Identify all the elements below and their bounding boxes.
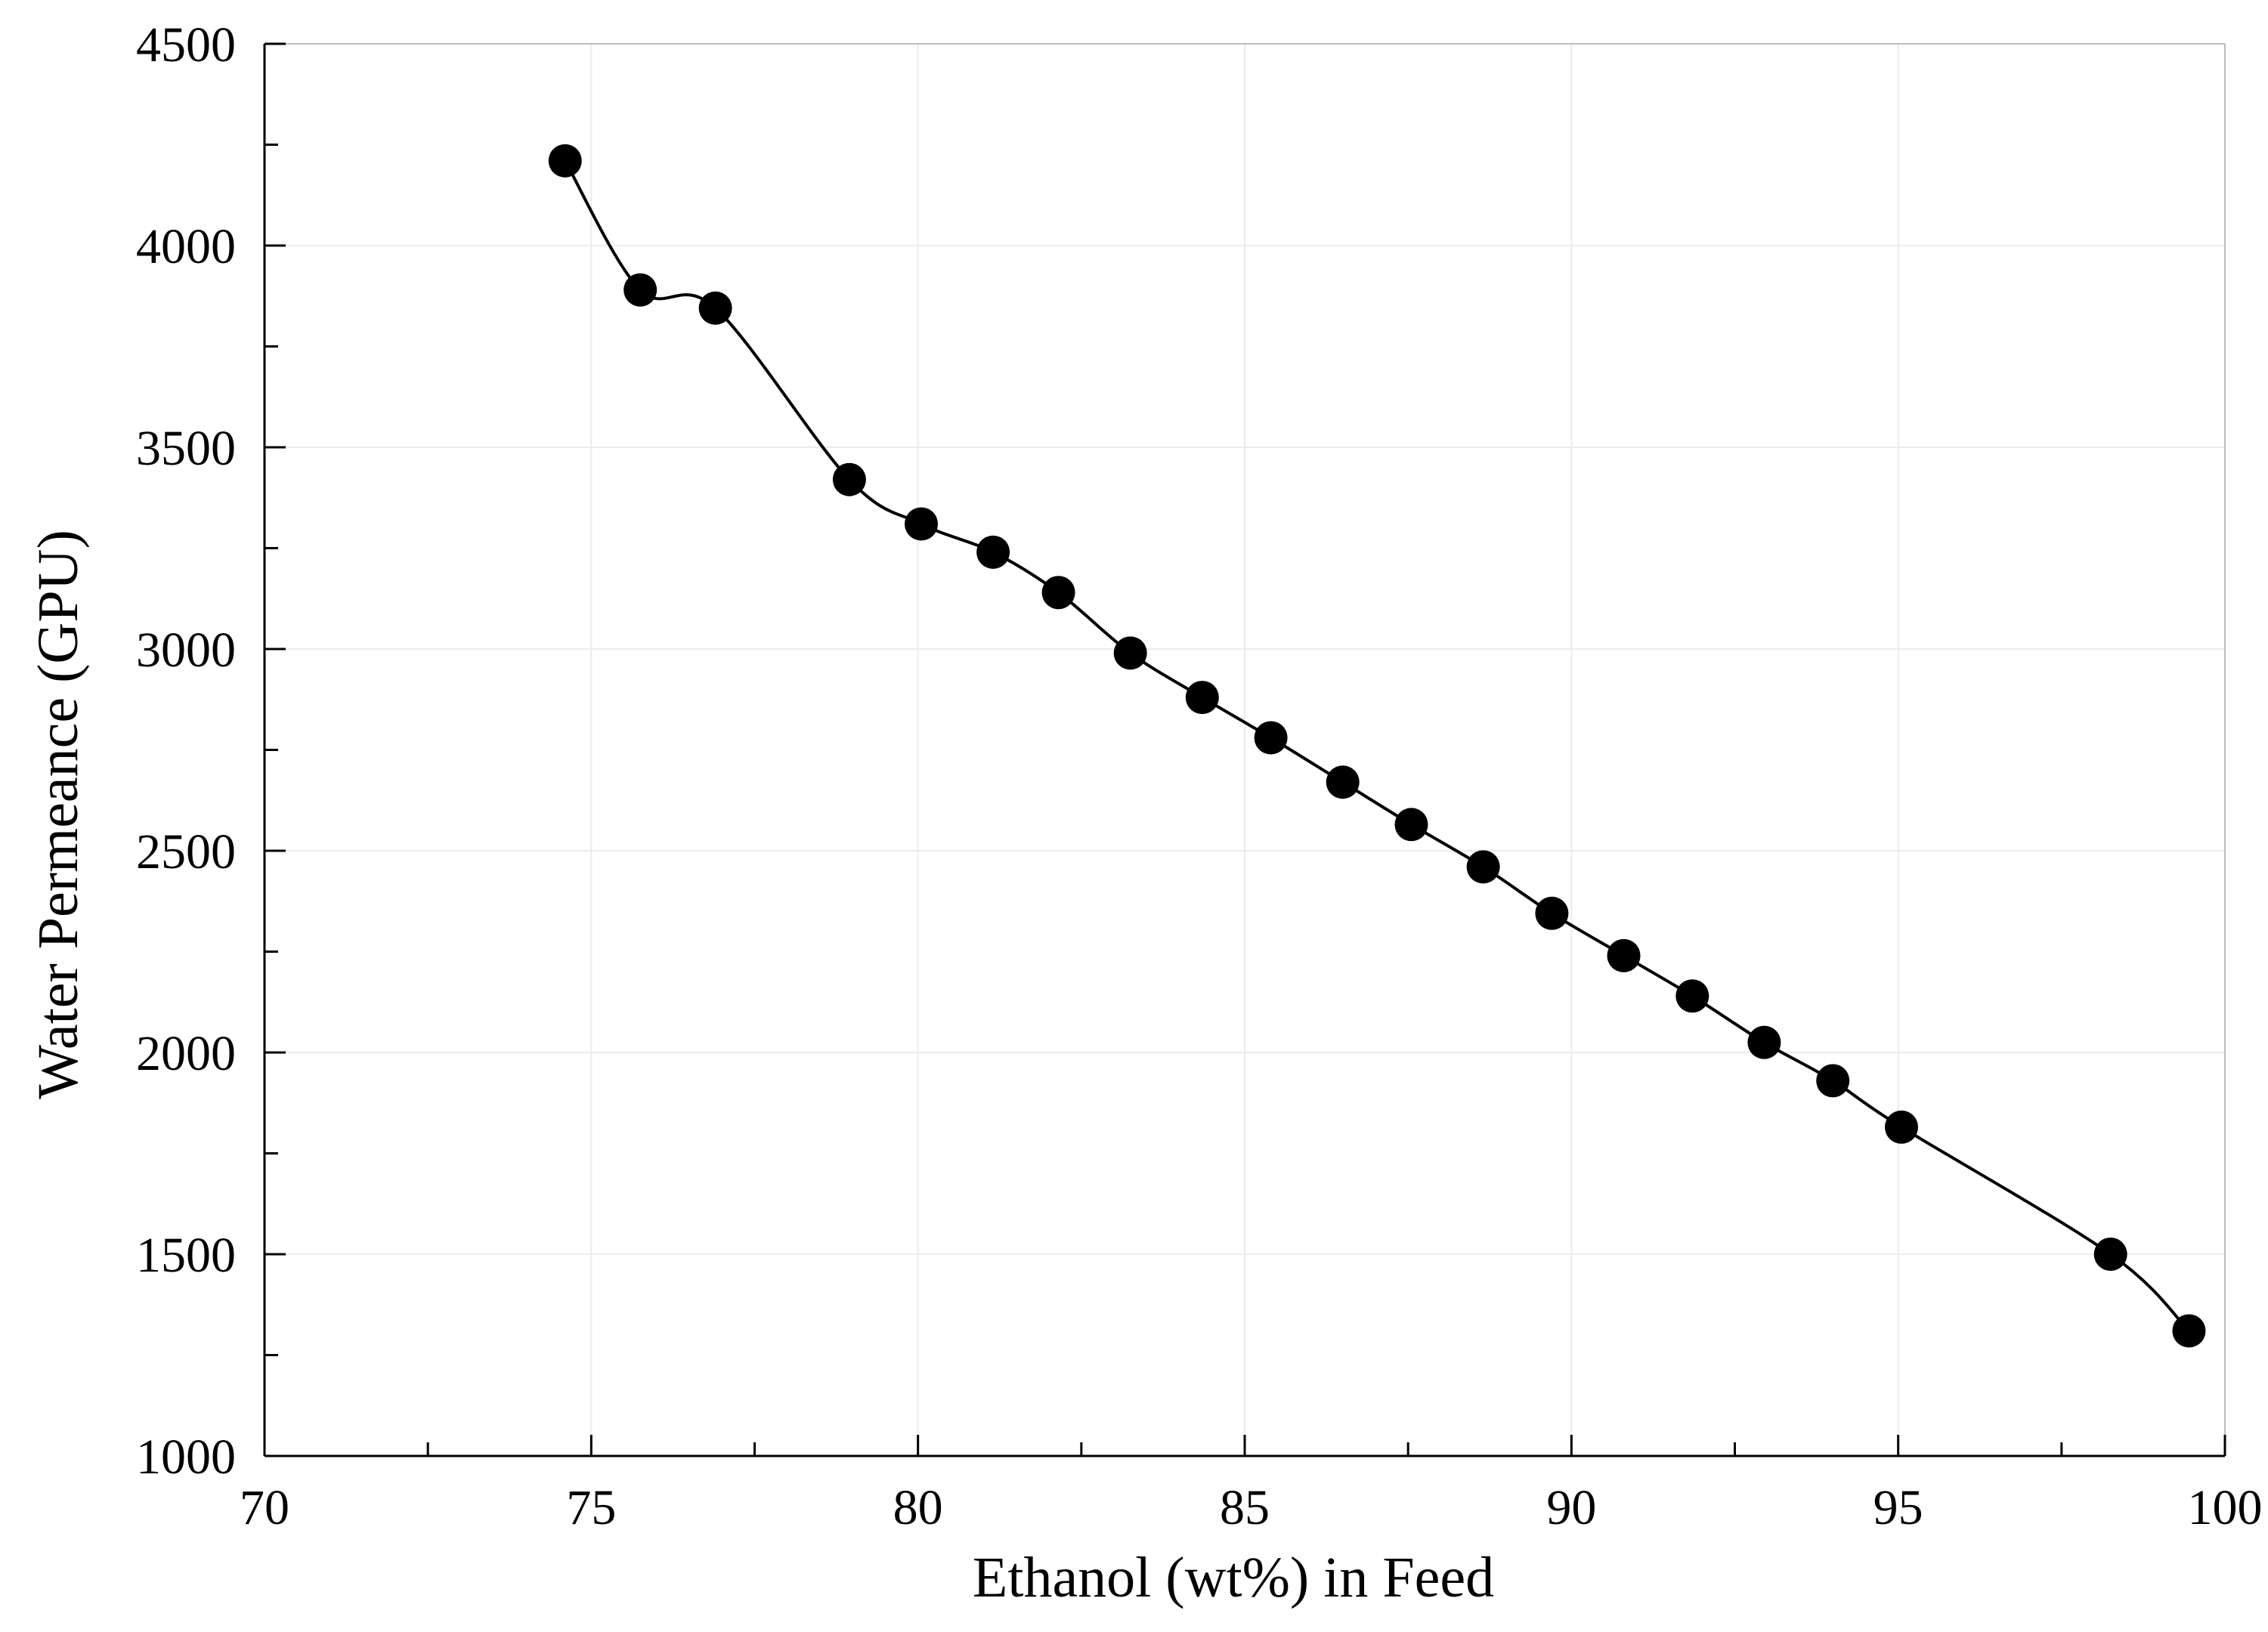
- series-line: [564, 159, 2190, 1332]
- data-point: [1394, 808, 1428, 842]
- y-tick-label: 4000: [136, 219, 236, 274]
- y-axis-title: Water Permeance (GPU): [26, 530, 90, 1099]
- y-tick-label: 2500: [136, 824, 236, 879]
- data-point: [1466, 850, 1500, 884]
- x-tick-label: 95: [1873, 1480, 1923, 1535]
- data-point: [2172, 1314, 2206, 1348]
- data-point: [904, 507, 938, 541]
- x-tick-label: 100: [2188, 1480, 2263, 1535]
- y-tick-label: 1500: [136, 1228, 236, 1283]
- data-point: [1254, 721, 1288, 755]
- data-point: [698, 291, 732, 325]
- x-axis-title: Ethanol (wt%) in Feed: [973, 1546, 1494, 1609]
- data-point: [1747, 1025, 1781, 1059]
- series-layer: [548, 144, 2206, 1348]
- y-tick-label: 3000: [136, 623, 236, 678]
- x-tick-label: 85: [1220, 1480, 1270, 1535]
- data-point: [1041, 576, 1075, 610]
- data-point: [1535, 896, 1569, 930]
- data-point: [976, 535, 1010, 569]
- y-tick-label: 4500: [136, 17, 236, 73]
- data-point: [1607, 938, 1641, 972]
- x-tick-label: 70: [240, 1480, 289, 1535]
- data-point: [1185, 681, 1219, 715]
- data-point: [1884, 1110, 1918, 1144]
- data-point: [2093, 1238, 2127, 1271]
- tick-labels-layer: 70 75 80 85 90 95 100 1000 1500 2000 2500 3000 3500 4…: [136, 17, 2263, 1535]
- x-tick-label: 80: [893, 1480, 943, 1535]
- data-point: [1326, 765, 1360, 799]
- ticks-layer: [263, 42, 2226, 1457]
- data-point: [1816, 1064, 1850, 1098]
- grid-layer: [265, 43, 2226, 1456]
- y-tick-label: 3500: [136, 421, 236, 476]
- y-tick-label: 2000: [136, 1026, 236, 1081]
- data-point: [1675, 979, 1710, 1013]
- data-point: [623, 273, 658, 307]
- x-tick-label: 90: [1546, 1480, 1596, 1535]
- data-point: [832, 462, 866, 496]
- data-point: [548, 144, 582, 178]
- x-tick-label: 75: [566, 1480, 616, 1535]
- y-tick-label: 1000: [136, 1430, 236, 1485]
- data-point: [1113, 636, 1147, 670]
